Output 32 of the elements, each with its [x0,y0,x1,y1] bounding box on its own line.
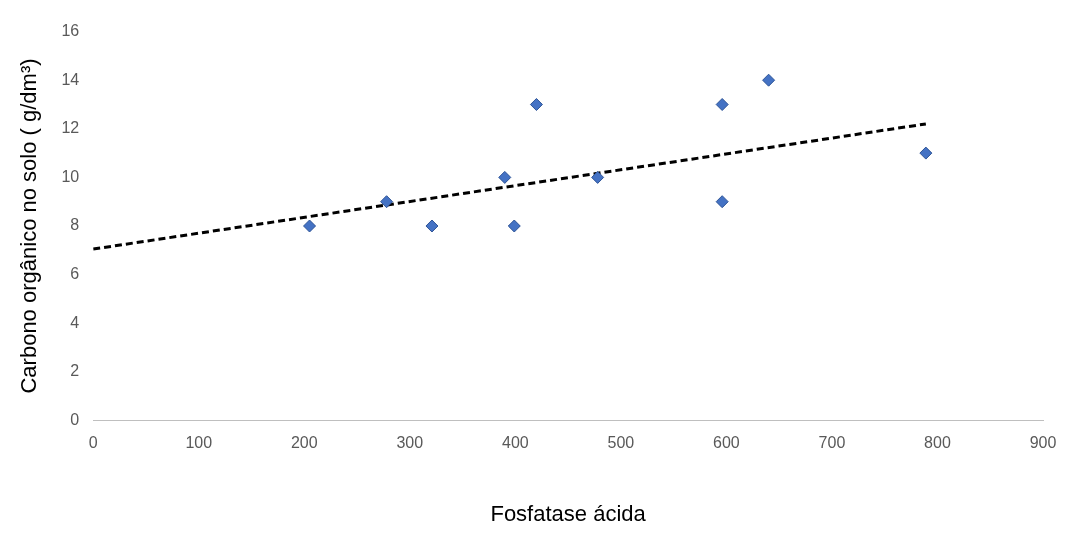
x-tick-label: 700 [818,434,846,452]
point [529,98,543,111]
y-tick-label: 10 [61,167,80,185]
x-tick-label: 300 [396,434,424,452]
x-tick-label: 0 [88,434,98,452]
y-tick-label: 14 [61,70,80,88]
point [715,98,729,111]
point [715,195,729,209]
x-axis-title: Fosfatase ácida [490,500,647,526]
x-tick-label: 400 [501,434,529,452]
x-tick-label: 800 [924,434,951,452]
x-tick-label: 600 [713,434,740,452]
point [498,170,512,184]
point [425,219,439,233]
point [507,219,521,233]
point [303,219,317,233]
y-tick-label: 2 [70,362,80,380]
x-tick-label: 200 [290,434,318,452]
x-tick-label: 500 [607,434,635,452]
point [762,73,776,87]
y-tick-label: 12 [61,119,80,137]
point [591,170,605,184]
x-tick-label: 100 [185,434,213,452]
y-tick-label: 4 [70,313,80,331]
y-axis-title: Carbono orgânico no solo ( g/dm³) [16,58,42,394]
x-tick-label: 900 [1029,434,1057,452]
y-tick-label: 8 [70,216,80,234]
point [380,195,394,209]
point [919,146,933,160]
y-tick-label: 0 [70,410,80,428]
y-tick-label: 16 [61,22,80,40]
y-tick-label: 6 [70,265,80,283]
